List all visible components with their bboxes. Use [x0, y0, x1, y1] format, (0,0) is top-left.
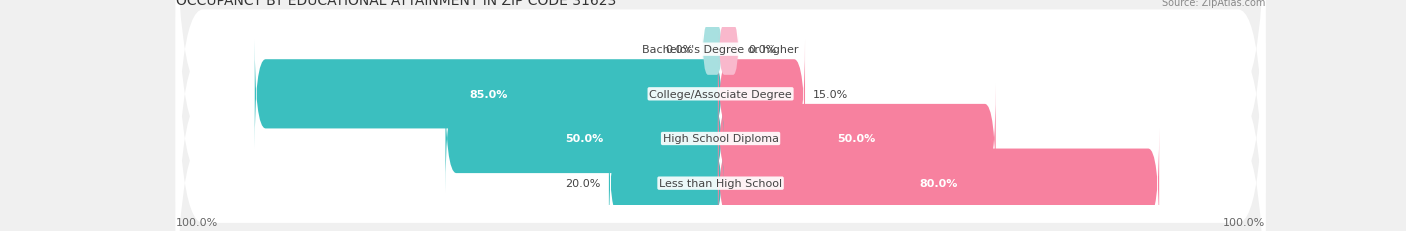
FancyBboxPatch shape [718, 24, 738, 76]
Text: OCCUPANCY BY EDUCATIONAL ATTAINMENT IN ZIP CODE 31623: OCCUPANCY BY EDUCATIONAL ATTAINMENT IN Z… [176, 0, 616, 8]
Text: 0.0%: 0.0% [665, 45, 693, 55]
Text: Less than High School: Less than High School [659, 178, 782, 188]
Text: 100.0%: 100.0% [176, 217, 218, 227]
Text: Source: ZipAtlas.com: Source: ZipAtlas.com [1161, 0, 1265, 8]
Text: 50.0%: 50.0% [838, 134, 876, 144]
FancyBboxPatch shape [176, 0, 1265, 231]
FancyBboxPatch shape [176, 1, 1265, 231]
FancyBboxPatch shape [718, 129, 1159, 231]
FancyBboxPatch shape [176, 0, 1265, 231]
Text: 85.0%: 85.0% [470, 89, 508, 99]
Text: 0.0%: 0.0% [748, 45, 776, 55]
FancyBboxPatch shape [718, 40, 806, 149]
Text: 100.0%: 100.0% [1223, 217, 1265, 227]
FancyBboxPatch shape [703, 24, 723, 76]
FancyBboxPatch shape [446, 84, 723, 193]
Text: 80.0%: 80.0% [920, 178, 957, 188]
Text: High School Diploma: High School Diploma [662, 134, 779, 144]
FancyBboxPatch shape [176, 0, 1265, 231]
Text: Bachelor's Degree or higher: Bachelor's Degree or higher [643, 45, 799, 55]
Text: 20.0%: 20.0% [565, 178, 600, 188]
Text: College/Associate Degree: College/Associate Degree [650, 89, 792, 99]
Text: 15.0%: 15.0% [813, 89, 848, 99]
FancyBboxPatch shape [718, 84, 995, 193]
Text: 50.0%: 50.0% [565, 134, 603, 144]
FancyBboxPatch shape [254, 40, 723, 149]
FancyBboxPatch shape [609, 129, 723, 231]
